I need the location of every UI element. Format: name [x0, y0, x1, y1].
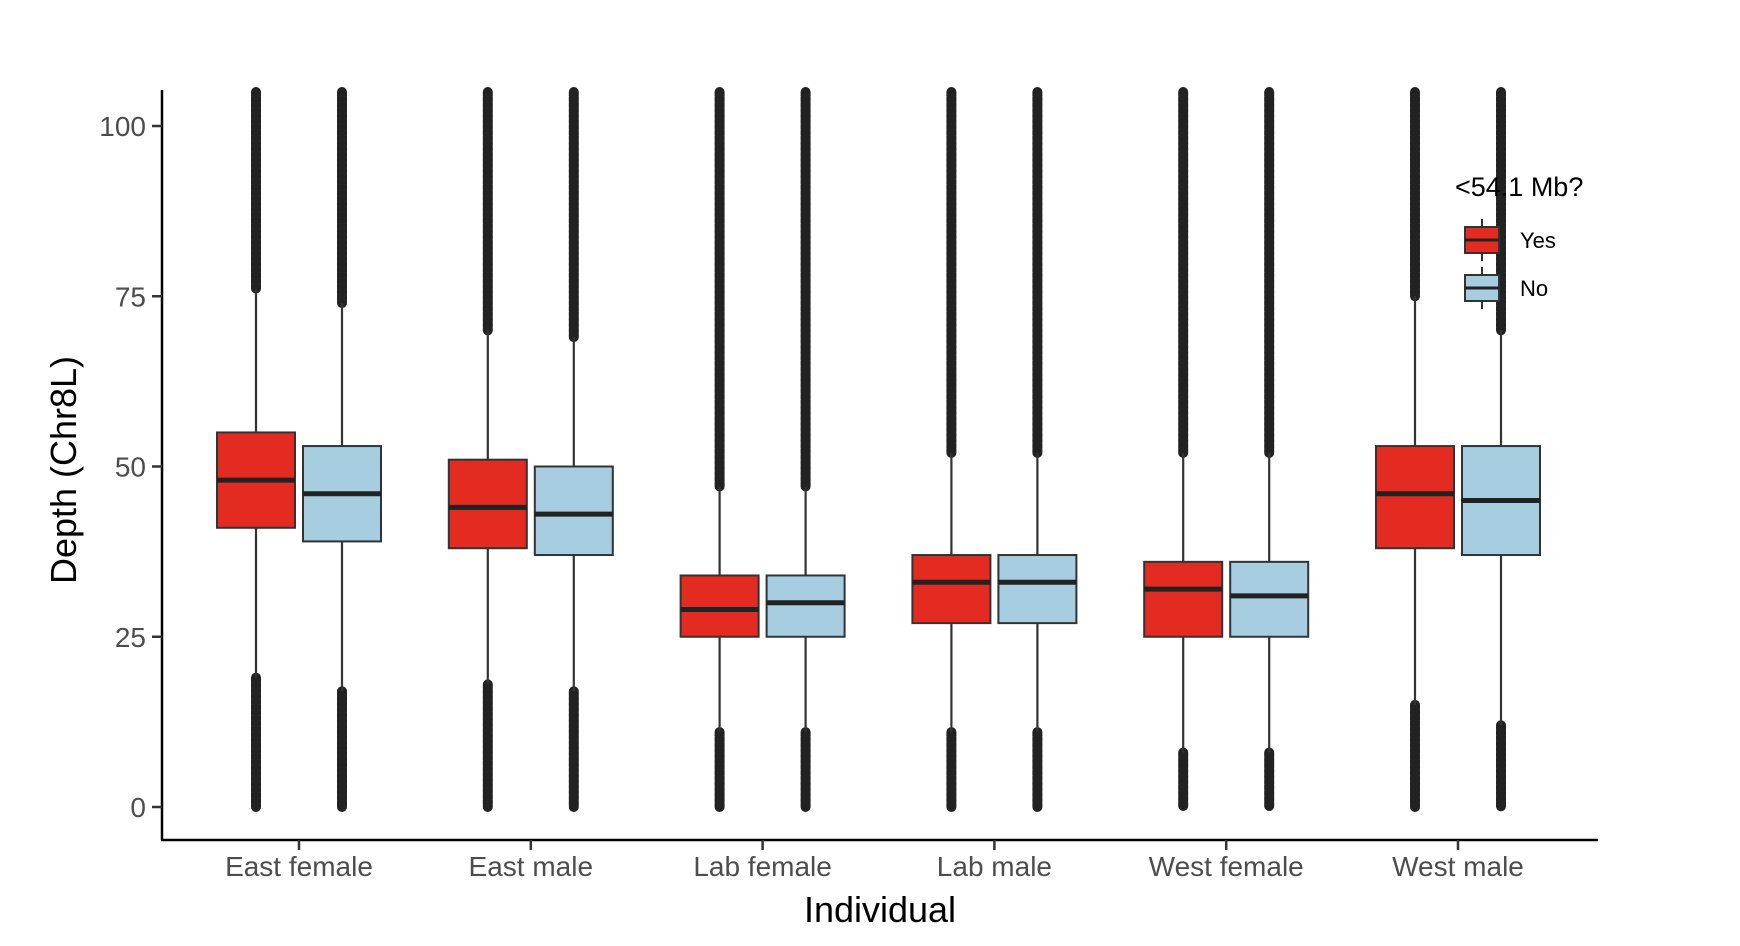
box-east-female-yes: [216, 87, 296, 812]
box-body: [679, 574, 760, 638]
box-body: [1229, 560, 1310, 638]
y-tick-label: 50: [115, 452, 146, 483]
y-tick-label: 25: [115, 622, 146, 653]
box-body: [911, 554, 992, 625]
x-tick-label: East male: [469, 851, 594, 882]
box-east-male-no: [533, 87, 614, 812]
y-tick-label: 75: [115, 281, 146, 312]
plot-area: [216, 87, 1541, 812]
box-west-female-no: [1229, 87, 1310, 812]
series-no: [302, 87, 1541, 812]
y-axis-title: Depth (Chr8L): [43, 356, 84, 584]
box-lab-female-no: [765, 87, 846, 812]
x-axis-ticks: East female East male Lab female Lab male We…: [225, 840, 1524, 882]
box-east-male-yes: [447, 87, 528, 812]
series-yes: [216, 87, 1455, 812]
x-tick-label: West female: [1149, 851, 1304, 882]
box-west-male-no: [1461, 87, 1541, 812]
legend-items: Yes No: [1464, 219, 1556, 309]
y-tick-label: 100: [99, 111, 146, 142]
legend-label: Yes: [1520, 228, 1556, 253]
box-body: [1375, 445, 1455, 550]
legend-item-yes: Yes: [1464, 219, 1556, 261]
x-axis-title: Individual: [804, 889, 956, 930]
box-lab-female-yes: [679, 87, 760, 812]
legend-item-no: No: [1464, 267, 1548, 309]
box-body: [765, 574, 846, 638]
box-west-male-yes: [1375, 87, 1455, 812]
axes: 0 25 50 75 100 East female East male Lab femal…: [99, 90, 1598, 882]
box-lab-male-no: [997, 87, 1078, 812]
box-west-female-yes: [1143, 87, 1224, 812]
box-body: [1143, 560, 1224, 638]
box-lab-male-yes: [911, 87, 992, 812]
legend-label: No: [1520, 276, 1548, 301]
y-axis-ticks: 0 25 50 75 100: [99, 111, 162, 823]
x-tick-label: East female: [225, 851, 373, 882]
box-body: [533, 465, 614, 557]
box-east-female-no: [302, 87, 382, 812]
x-tick-label: West male: [1392, 851, 1524, 882]
box-body: [447, 458, 528, 550]
y-tick-label: 0: [130, 792, 146, 823]
legend-title: <54.1 Mb?: [1455, 172, 1583, 202]
legend: <54.1 Mb? Yes No: [1455, 172, 1583, 309]
box-body: [997, 554, 1078, 625]
x-tick-label: Lab male: [937, 851, 1052, 882]
x-tick-label: Lab female: [693, 851, 832, 882]
